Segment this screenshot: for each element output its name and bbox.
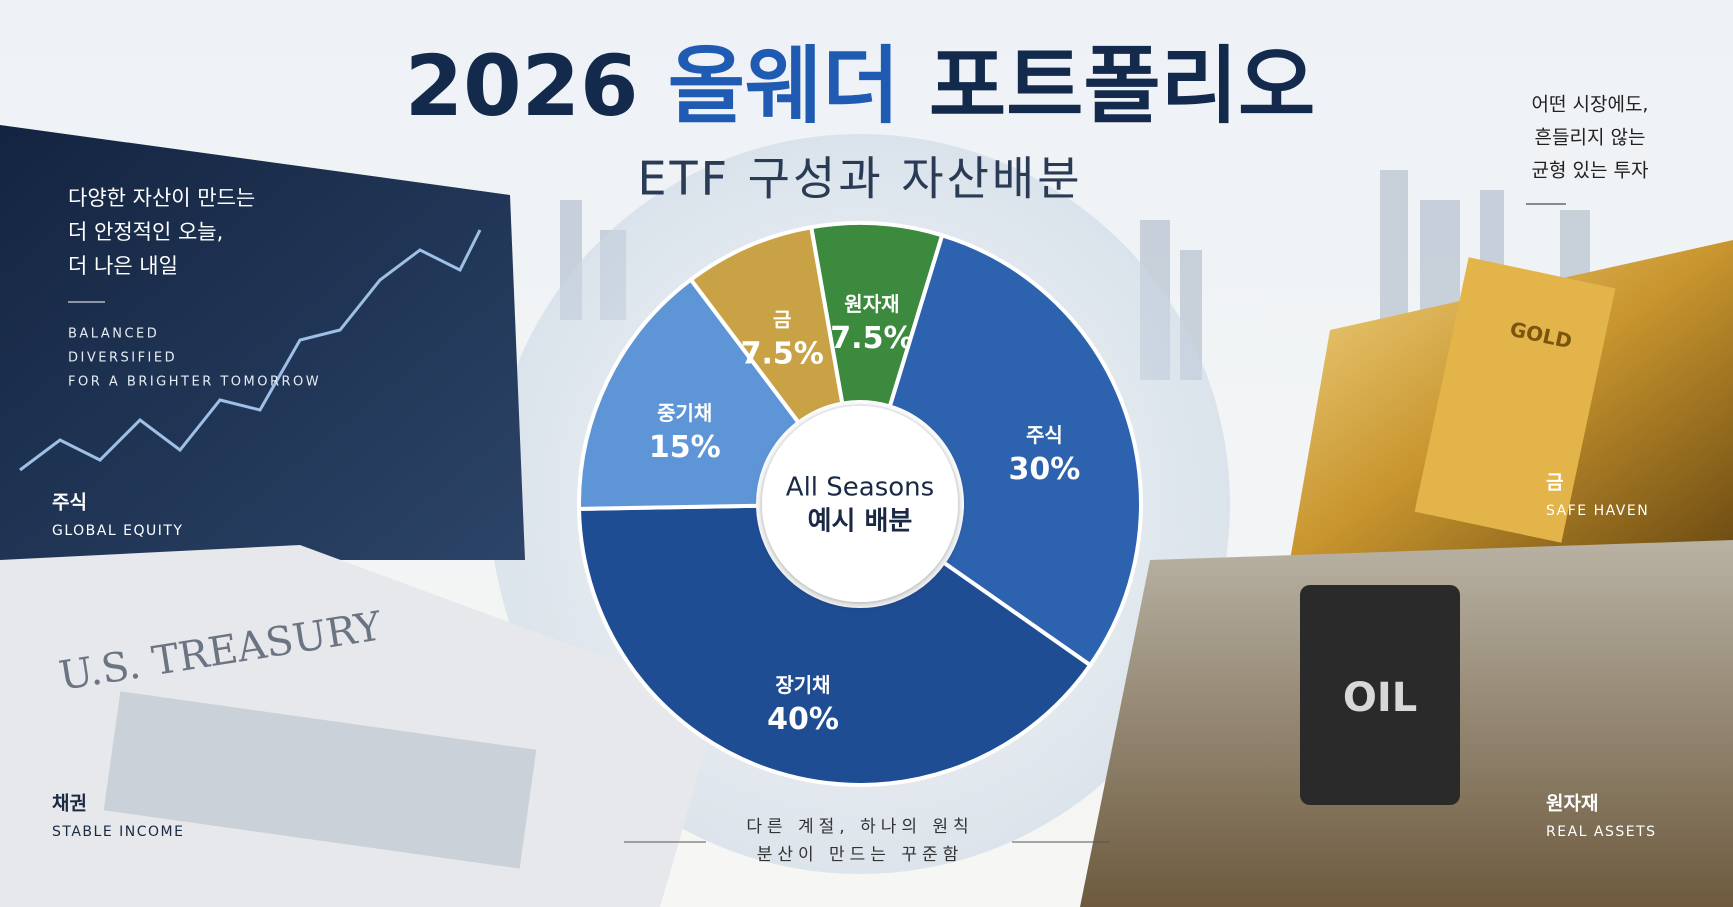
slice-name: 중기채	[657, 401, 712, 425]
side-text: 원자재	[1546, 793, 1598, 815]
subtitle: ETF 구성과 자산배분	[637, 152, 1082, 206]
side-text: 더 나은 내일	[68, 254, 178, 278]
side-text: 더 안정적인 오늘,	[68, 220, 223, 244]
slice-value: 7.5%	[830, 321, 913, 356]
donut-slice	[887, 232, 1143, 668]
slice-name: 주식	[1026, 423, 1063, 447]
side-text: DIVERSIFIED	[68, 351, 177, 366]
side-text: SAFE HAVEN	[1546, 503, 1649, 519]
slice-value: 40%	[767, 702, 839, 737]
side-text: 균형 있는 투자	[1532, 160, 1649, 182]
donut-chart: 원자재 7.5% 주식 30% 장기채 40% 중기채 15% 금 7.5% All Seasons…	[577, 221, 1143, 787]
donut-slice	[577, 503, 1093, 787]
chart-line-decor	[19, 229, 482, 472]
side-text: 흔들리지 않는	[1535, 127, 1646, 149]
title: 2026 올웨더 포트폴리오	[405, 37, 1316, 135]
title-part: 올웨더	[668, 37, 900, 135]
side-text: 분산이 만드는 꾸준함	[757, 845, 964, 865]
oil-barrel	[1300, 585, 1460, 805]
side-text: 금	[1546, 472, 1563, 494]
monitor	[0, 125, 525, 560]
title-part: 2026	[405, 37, 639, 135]
center-label: All Seasons	[786, 473, 934, 503]
side-text: 어떤 시장에도,	[1532, 94, 1649, 116]
gold-bar	[1414, 257, 1616, 543]
slice-name: 원자재	[844, 292, 899, 316]
donut-center	[762, 406, 958, 602]
slice-value: 15%	[649, 430, 721, 465]
donut-slice	[688, 224, 845, 426]
side-text: 다른 계절, 하나의 원칙	[746, 817, 973, 837]
side-text: 다양한 자산이 만드는	[68, 186, 255, 210]
photo-label: OIL	[1343, 675, 1417, 721]
center-label: 예시 배분	[808, 507, 913, 537]
title-part: 포트폴리오	[929, 37, 1315, 135]
side-text: REAL ASSETS	[1546, 824, 1657, 840]
side-text: BALANCED	[68, 327, 159, 342]
side-text: STABLE INCOME	[52, 824, 184, 840]
side-text: 주식	[52, 492, 87, 514]
side-text: GLOBAL EQUITY	[52, 523, 183, 539]
slice-value: 7.5%	[741, 337, 824, 372]
slice-name: 금	[773, 308, 791, 332]
capitol-decor	[103, 691, 537, 869]
donut-slice	[577, 276, 802, 511]
side-text: 채권	[52, 793, 87, 815]
slice-name: 장기채	[775, 673, 830, 697]
slice-value: 30%	[1008, 452, 1080, 487]
side-text: FOR A BRIGHTER TOMORROW	[68, 375, 321, 390]
